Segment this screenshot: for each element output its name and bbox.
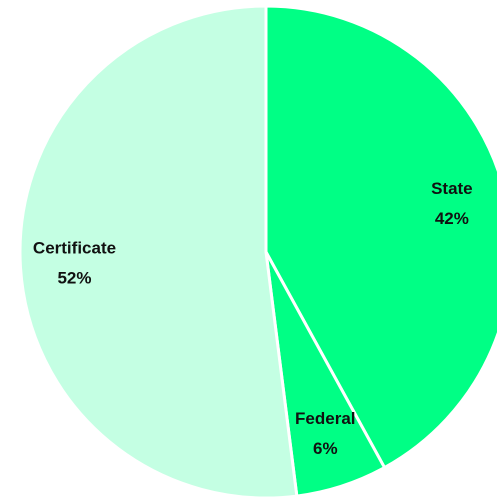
pie-slice <box>264 4 497 470</box>
pie-slice <box>18 4 299 498</box>
slice-value-label: 52% <box>57 269 91 288</box>
slice-value-label: 42% <box>435 209 469 228</box>
slice-name-label: Federal <box>295 409 355 428</box>
slice-name-label: Certificate <box>33 239 116 258</box>
slice-name-label: State <box>431 179 473 198</box>
slice-value-label: 6% <box>313 439 338 458</box>
